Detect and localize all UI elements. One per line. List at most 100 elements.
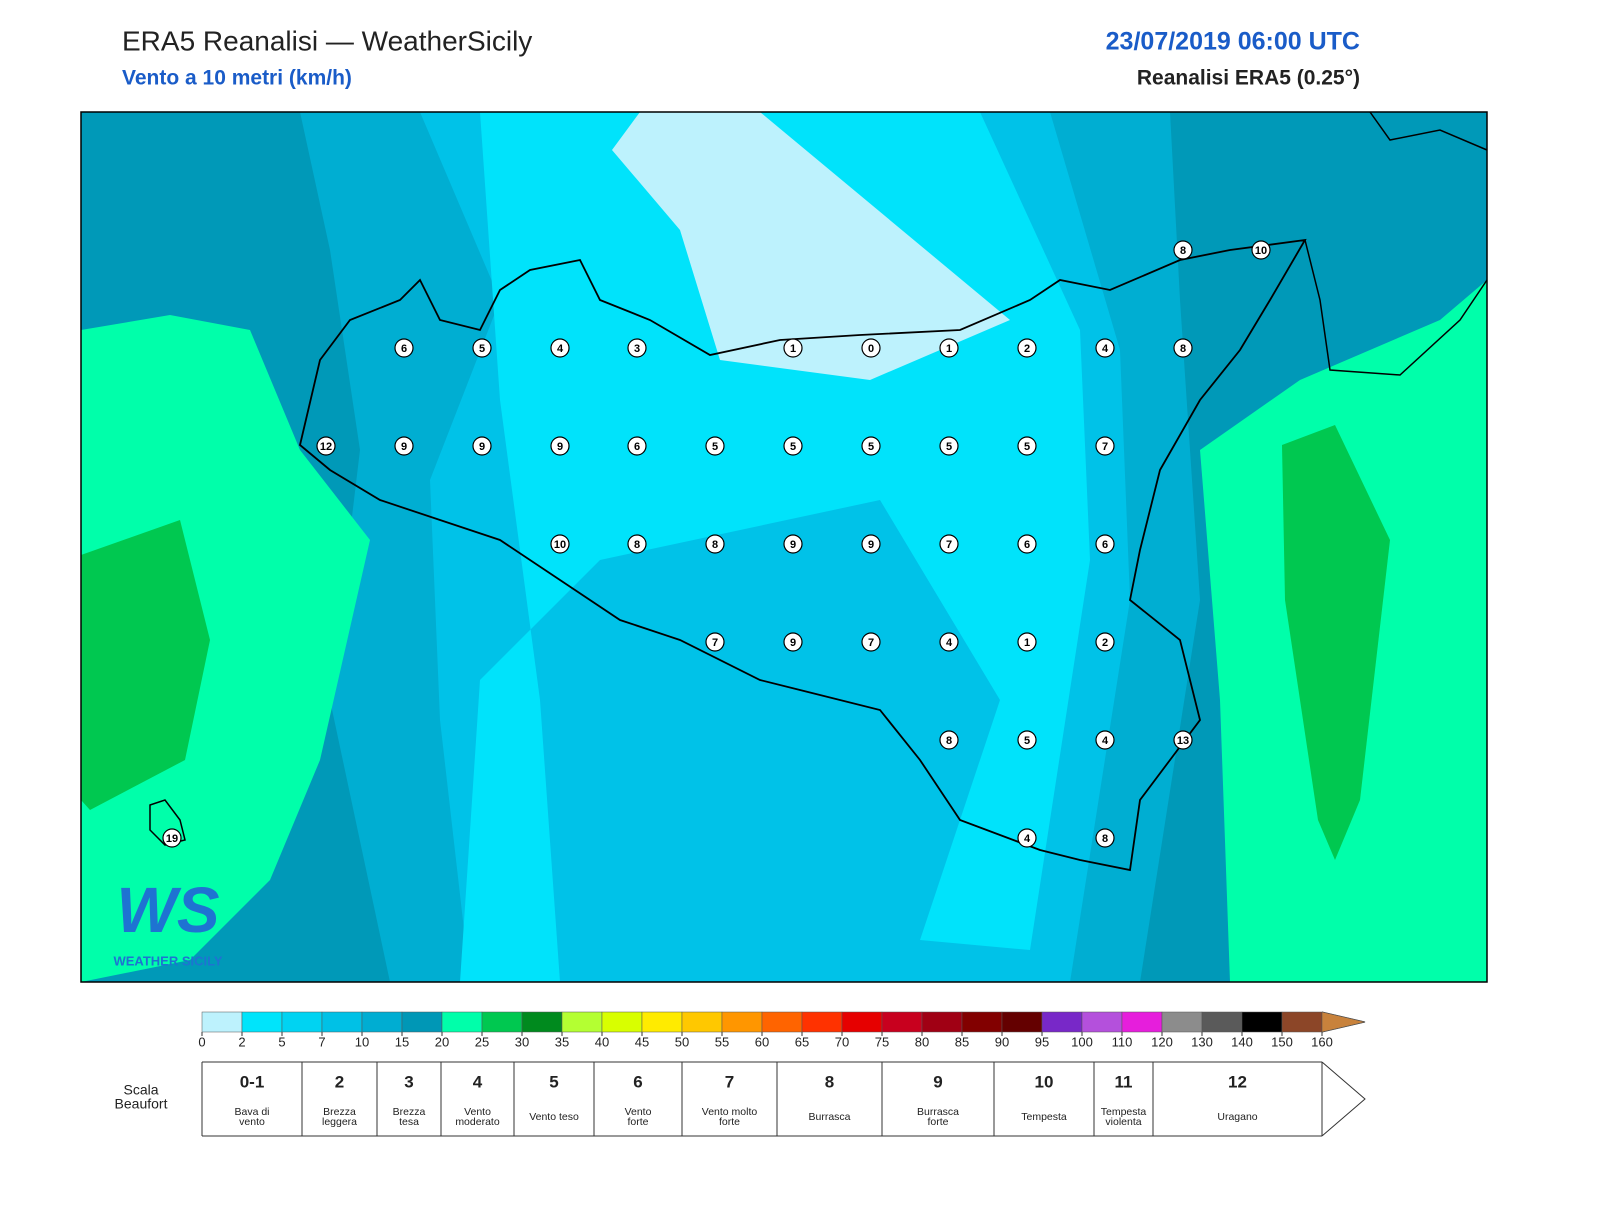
beaufort-number: 12 — [1228, 1072, 1247, 1091]
station-value: 6 — [634, 441, 640, 453]
station-marker — [1173, 730, 1193, 750]
station-value: 5 — [946, 441, 952, 453]
station-value: 12 — [320, 441, 332, 453]
colorbar-cell — [761, 1011, 803, 1033]
beaufort-description: Vento molto — [702, 1106, 758, 1118]
colorbar-tick-label: 85 — [955, 1034, 969, 1049]
station-marker — [550, 338, 570, 358]
colorbar-tick-label: 120 — [1151, 1034, 1173, 1049]
station-value: 19 — [166, 833, 178, 845]
station-marker — [705, 534, 725, 554]
station-marker — [1095, 632, 1115, 652]
colorbar-tick-label: 15 — [395, 1034, 409, 1049]
station-value: 8 — [946, 735, 952, 747]
colorbar-tick-label: 70 — [835, 1034, 849, 1049]
colorbar-tick-label: 60 — [755, 1034, 769, 1049]
colorbar-tick-label: 110 — [1112, 1034, 1133, 1049]
colorbar-cell — [1041, 1011, 1083, 1033]
station-marker — [394, 436, 414, 456]
station-value: 7 — [868, 637, 874, 649]
station-value: 8 — [634, 539, 640, 551]
station-marker — [705, 632, 725, 652]
station-marker — [1095, 828, 1115, 848]
colorbar-tick-label: 95 — [1035, 1034, 1049, 1049]
station-marker — [1017, 534, 1037, 554]
beaufort-number: 2 — [335, 1072, 344, 1091]
station-marker — [783, 534, 803, 554]
station-value: 4 — [1024, 833, 1031, 845]
station-marker — [783, 338, 803, 358]
colorbar-tick-label: 0 — [198, 1034, 205, 1049]
station-value: 1 — [1024, 637, 1030, 649]
station-value: 6 — [401, 343, 407, 355]
station-marker — [1095, 436, 1115, 456]
station-marker — [1095, 730, 1115, 750]
station-marker — [861, 436, 881, 456]
station-marker — [861, 338, 881, 358]
station-marker — [1017, 436, 1037, 456]
colorbar-cell — [481, 1011, 523, 1033]
beaufort-number: 11 — [1115, 1072, 1133, 1091]
colorbar-cell — [401, 1011, 443, 1033]
beaufort-description: forte — [627, 1116, 648, 1128]
station-marker — [472, 436, 492, 456]
station-value: 8 — [1180, 245, 1186, 257]
station-marker — [162, 828, 182, 848]
logo-mark: WS — [116, 874, 219, 946]
colorbar-cell — [601, 1011, 643, 1033]
calabria-coast — [1304, 111, 1488, 376]
beaufort-description: Vento — [625, 1106, 652, 1118]
colorbar-cell — [721, 1011, 763, 1033]
colorbar-tick-label: 10 — [355, 1034, 369, 1049]
station-value: 7 — [946, 539, 952, 551]
station-value: 7 — [1102, 441, 1108, 453]
colorbar-cell — [561, 1011, 603, 1033]
colorbar-tick-label: 7 — [318, 1034, 325, 1049]
colorbar-tick-label: 160 — [1311, 1034, 1333, 1049]
station-value: 9 — [790, 539, 796, 551]
station-value: 4 — [1102, 735, 1109, 747]
station-marker — [627, 436, 647, 456]
station-value: 5 — [1024, 735, 1030, 747]
station-value: 1 — [946, 343, 952, 355]
beaufort-description: Bava di — [234, 1106, 269, 1118]
map-frame — [80, 111, 1488, 983]
station-value: 0 — [868, 343, 874, 355]
station-marker — [939, 338, 959, 358]
colorbar-tick-label: 5 — [278, 1034, 285, 1049]
beaufort-description: forte — [927, 1116, 948, 1128]
beaufort-description: moderato — [455, 1116, 500, 1128]
station-value: 8 — [1180, 343, 1186, 355]
beaufort-description: Burrasca — [917, 1106, 959, 1118]
colorbar-cell — [961, 1011, 1003, 1033]
station-value: 7 — [712, 637, 718, 649]
colorbar-cell — [321, 1011, 363, 1033]
colorbar-tick-label: 40 — [595, 1034, 609, 1049]
colorbar-cell — [1281, 1011, 1323, 1033]
beaufort-description: vento — [239, 1116, 265, 1128]
colorbar-cell — [1121, 1011, 1163, 1033]
colorbar-tick-label: 25 — [475, 1034, 489, 1049]
colorbar-cell — [881, 1011, 923, 1033]
station-value: 5 — [712, 441, 718, 453]
beaufort-label: Beaufort — [115, 1096, 168, 1112]
station-value: 1 — [790, 343, 796, 355]
colorbar-tick-label: 45 — [635, 1034, 649, 1049]
colorbar-cell — [521, 1011, 563, 1033]
station-marker — [1173, 338, 1193, 358]
station-value: 9 — [401, 441, 407, 453]
beaufort-description: Burrasca — [808, 1111, 850, 1123]
station-marker — [472, 338, 492, 358]
station-marker — [1173, 240, 1193, 260]
beaufort-number: 5 — [549, 1072, 558, 1091]
station-marker — [783, 436, 803, 456]
station-marker — [316, 436, 336, 456]
station-marker — [1017, 632, 1037, 652]
colorbar-cell — [801, 1011, 843, 1033]
beaufort-label: Scala — [123, 1082, 158, 1098]
station-marker — [1251, 240, 1271, 260]
station-marker — [939, 534, 959, 554]
beaufort-description: leggera — [322, 1116, 357, 1128]
station-value: 5 — [868, 441, 874, 453]
